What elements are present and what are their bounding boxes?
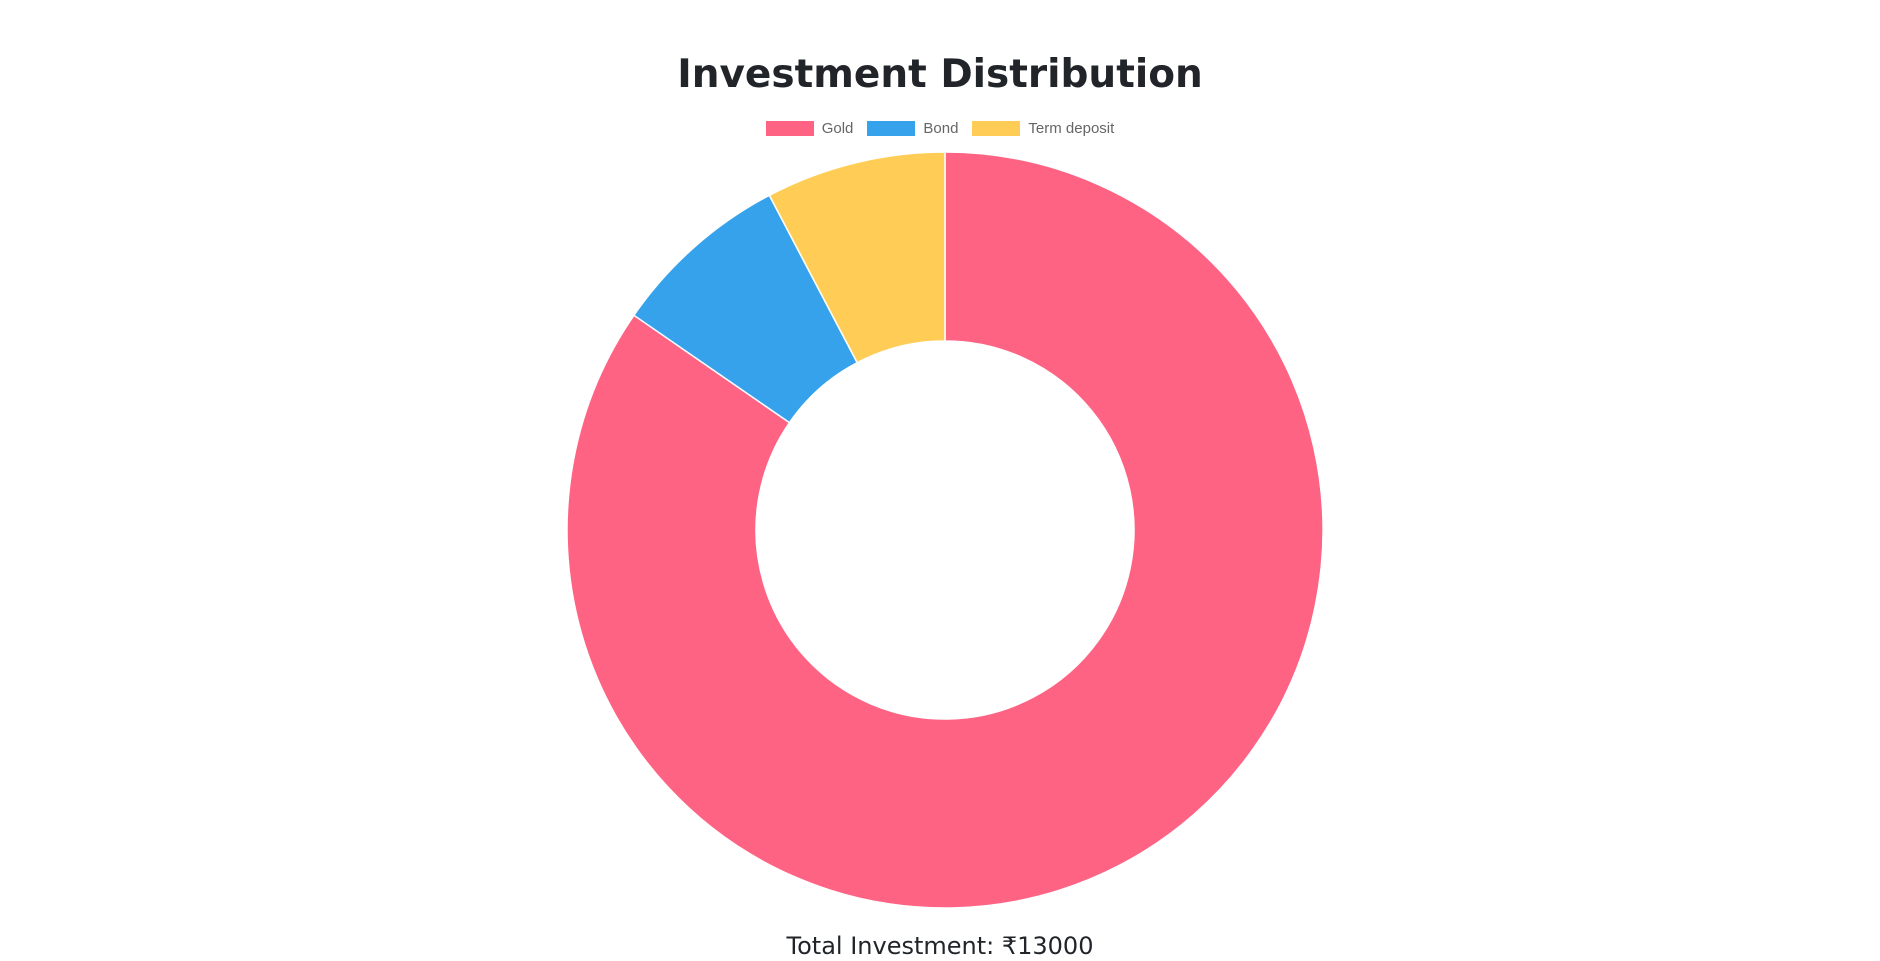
legend-swatch-term-deposit: [972, 121, 1021, 136]
legend-item-term-deposit[interactable]: Term deposit: [972, 120, 1114, 137]
total-investment-label: Total Investment: ₹13000: [786, 932, 1094, 960]
legend-label-gold: Gold: [821, 120, 854, 137]
chart-title: Investment Distribution: [677, 52, 1203, 97]
donut-chart: [566, 151, 1324, 909]
chart-legend: Gold Bond Term deposit: [0, 120, 1880, 137]
legend-item-gold[interactable]: Gold: [765, 120, 854, 137]
legend-swatch-gold: [765, 121, 814, 136]
donut-slice-term-deposit[interactable]: [768, 151, 946, 364]
legend-item-bond[interactable]: Bond: [867, 120, 958, 137]
donut-slice-gold[interactable]: [566, 151, 1324, 909]
legend-label-term-deposit: Term deposit: [1028, 120, 1115, 137]
legend-swatch-bond: [867, 121, 916, 136]
legend-label-bond: Bond: [923, 120, 959, 137]
